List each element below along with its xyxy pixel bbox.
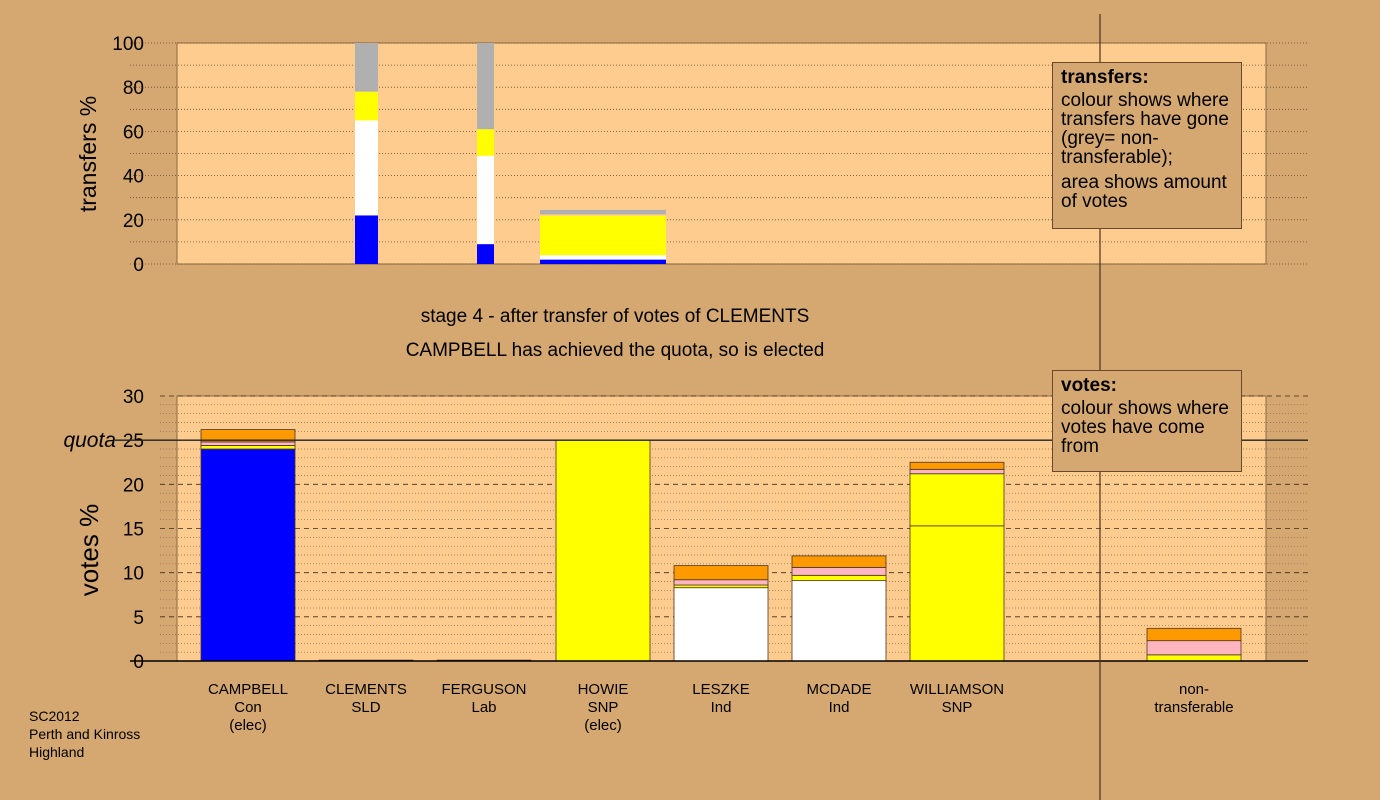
vote-segment bbox=[200, 429, 296, 443]
candidate-name: WILLIAMSON bbox=[909, 681, 1005, 698]
votes-ytick-label: 20 bbox=[123, 475, 144, 496]
candidate-label-campbell: CAMPBELL Con (elec) bbox=[193, 681, 303, 735]
transfer-segment bbox=[477, 43, 494, 130]
footer-line3: Highland bbox=[29, 744, 85, 760]
votes-ytick-label: 25 bbox=[123, 431, 144, 452]
vote-segment bbox=[909, 525, 1005, 662]
transfers-ytick-label: 40 bbox=[123, 167, 144, 188]
transfers-ytick-label: 20 bbox=[123, 211, 144, 232]
vote-segment bbox=[909, 473, 1005, 527]
vote-segment bbox=[791, 555, 887, 568]
vote-segment bbox=[200, 441, 296, 446]
vote-segment bbox=[673, 579, 769, 586]
transfers-ytick-label: 100 bbox=[112, 34, 144, 55]
candidate-label-howie: HOWIE SNP (elec) bbox=[548, 681, 658, 735]
vote-segment bbox=[791, 574, 887, 582]
candidate-name: FERGUSON bbox=[441, 681, 527, 698]
transfers-ytick-label: 0 bbox=[133, 255, 144, 276]
candidate-label-clements: CLEMENTS SLD bbox=[311, 681, 421, 717]
transfer-segment bbox=[355, 215, 378, 264]
candidate-party: SLD bbox=[351, 699, 381, 716]
candidate-label-leszke: LESZKE Ind bbox=[666, 681, 776, 717]
candidate-name: CLEMENTS bbox=[325, 681, 407, 698]
votes-ytick-label: 10 bbox=[123, 564, 144, 585]
transfers-legend-text2: area shows amount of votes bbox=[1061, 172, 1227, 212]
transfers-legend: transfers: colour shows where transfers … bbox=[1052, 62, 1242, 229]
candidate-party: SNP bbox=[941, 699, 973, 716]
candidate-label-mcdade: MCDADE Ind bbox=[784, 681, 894, 717]
transfer-segment bbox=[477, 129, 494, 156]
votes-y-axis-label: votes % bbox=[74, 504, 104, 597]
candidate-name: HOWIE bbox=[577, 681, 629, 698]
transfer-segment bbox=[540, 255, 666, 260]
footer-line2: Perth and Kinross bbox=[29, 726, 141, 742]
candidate-name: CAMPBELL bbox=[207, 681, 289, 698]
transfer-segment bbox=[540, 214, 666, 216]
vote-segment bbox=[1146, 640, 1242, 656]
candidate-party: Con bbox=[234, 699, 262, 716]
vote-segment bbox=[791, 580, 887, 662]
candidate-party: Ind bbox=[828, 699, 850, 716]
stage-caption: stage 4 - after transfer of votes of CLE… bbox=[420, 306, 810, 327]
transfer-segment bbox=[540, 259, 666, 264]
candidate-status: (elec) bbox=[229, 717, 267, 734]
candidate-name: non- bbox=[1178, 681, 1210, 698]
vote-segment bbox=[791, 566, 887, 576]
votes-ytick-label: 30 bbox=[123, 387, 144, 408]
vote-segment bbox=[909, 468, 1005, 475]
vote-segment bbox=[200, 448, 296, 662]
vote-segment bbox=[1146, 627, 1242, 642]
candidate-name: MCDADE bbox=[806, 681, 872, 698]
votes-legend-text1: colour shows where votes have come from bbox=[1061, 398, 1229, 457]
quota-label: quota bbox=[63, 429, 116, 452]
footer-line1: SC2012 bbox=[29, 708, 80, 724]
votes-legend-title: votes: bbox=[1061, 375, 1117, 396]
transfer-segment bbox=[540, 215, 666, 256]
transfer-segment bbox=[477, 244, 494, 264]
votes-legend: votes: colour shows where votes have com… bbox=[1052, 370, 1242, 472]
candidate-party: SNP bbox=[587, 699, 619, 716]
transfer-segment bbox=[355, 43, 378, 92]
candidate-party: Ind bbox=[710, 699, 732, 716]
vote-segment bbox=[673, 565, 769, 581]
vote-segment bbox=[1146, 654, 1242, 662]
vote-segment bbox=[200, 445, 296, 450]
votes-ytick-label: 0 bbox=[133, 652, 144, 673]
candidate-name: LESZKE bbox=[692, 681, 750, 698]
candidate-label-non-transferable: non- transferable bbox=[1139, 681, 1249, 717]
footer-info: SC2012 Perth and Kinross Highland bbox=[29, 707, 140, 761]
vote-segment bbox=[555, 439, 651, 662]
transfer-segment bbox=[477, 155, 494, 245]
candidate-party: Lab bbox=[471, 699, 497, 716]
transfer-segment bbox=[540, 209, 666, 215]
candidate-party: transferable bbox=[1154, 699, 1234, 716]
elected-caption: CAMPBELL has achieved the quota, so is e… bbox=[405, 340, 825, 361]
candidate-label-ferguson: FERGUSON Lab bbox=[429, 681, 539, 717]
transfers-legend-text1: colour shows where transfers have gone (… bbox=[1061, 90, 1229, 168]
transfers-ytick-label: 80 bbox=[123, 78, 144, 99]
votes-ytick-label: 5 bbox=[133, 608, 144, 629]
vote-segment bbox=[909, 461, 1005, 470]
transfer-segment bbox=[355, 91, 378, 121]
candidate-label-williamson: WILLIAMSON SNP bbox=[902, 681, 1012, 717]
transfers-legend-title: transfers: bbox=[1061, 67, 1149, 88]
votes-ytick-label: 15 bbox=[123, 520, 144, 541]
vote-segment bbox=[673, 587, 769, 662]
transfers-y-axis-label: transfers % bbox=[75, 96, 101, 212]
transfer-segment bbox=[355, 120, 378, 216]
candidate-status: (elec) bbox=[584, 717, 622, 734]
transfers-ytick-label: 60 bbox=[123, 122, 144, 143]
